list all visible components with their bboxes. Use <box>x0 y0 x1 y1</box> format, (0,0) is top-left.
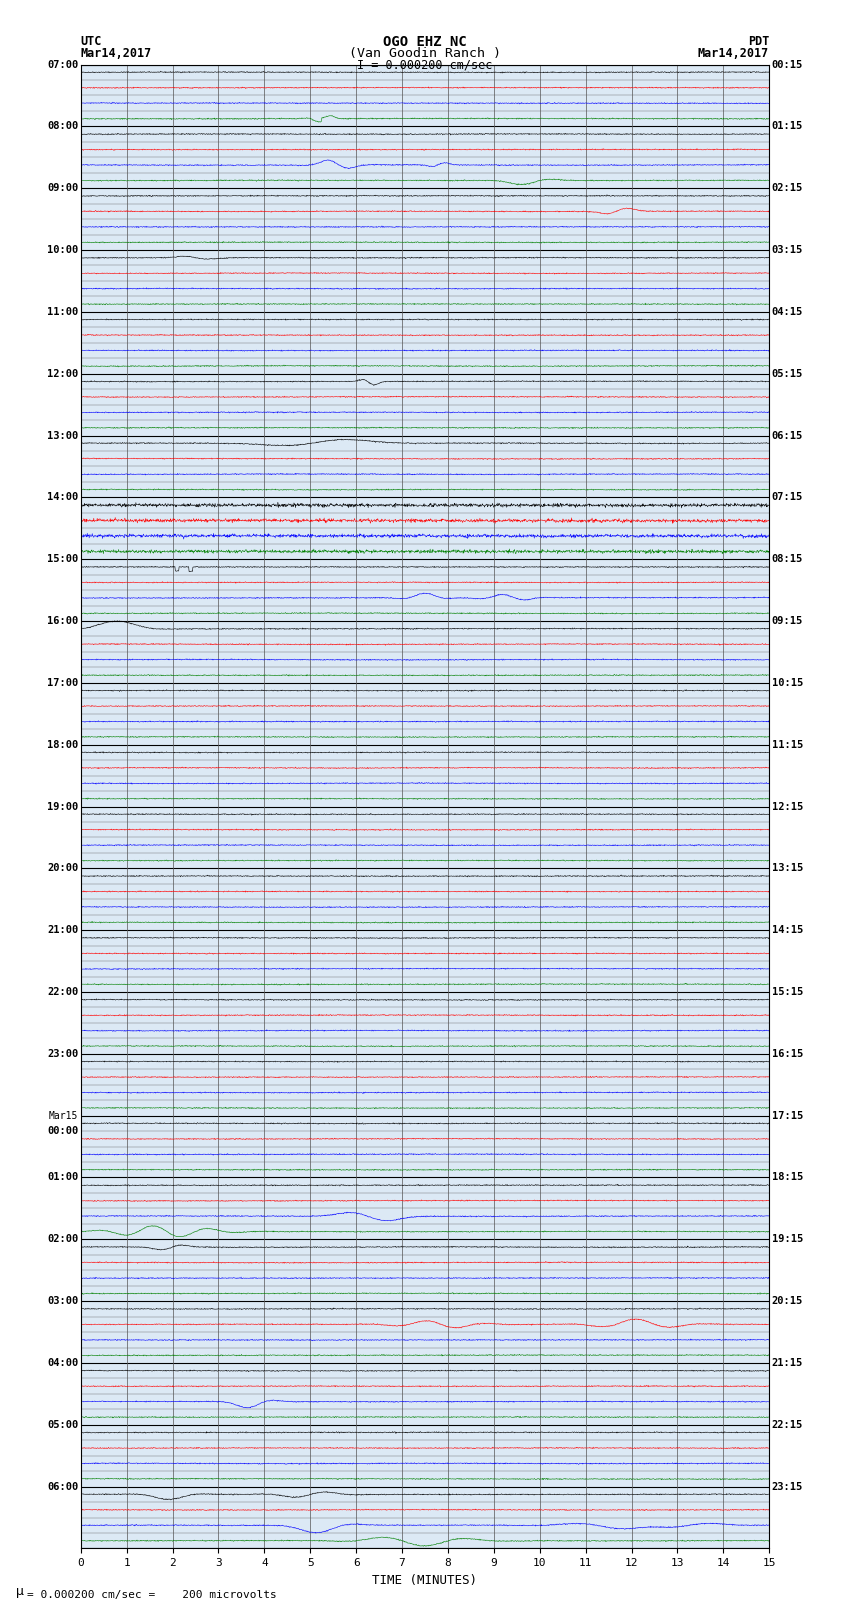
Text: 04:00: 04:00 <box>47 1358 78 1368</box>
Text: 07:00: 07:00 <box>47 60 78 69</box>
Text: I = 0.000200 cm/sec: I = 0.000200 cm/sec <box>357 58 493 71</box>
Text: 20:00: 20:00 <box>47 863 78 873</box>
Text: $\mathsf{\mu}$: $\mathsf{\mu}$ <box>15 1586 25 1600</box>
Text: 06:00: 06:00 <box>47 1482 78 1492</box>
Text: 12:15: 12:15 <box>772 802 803 811</box>
Text: 00:15: 00:15 <box>772 60 803 69</box>
Text: 18:15: 18:15 <box>772 1173 803 1182</box>
Text: Mar15: Mar15 <box>48 1111 78 1121</box>
Text: 17:15: 17:15 <box>772 1111 803 1121</box>
Text: = 0.000200 cm/sec =    200 microvolts: = 0.000200 cm/sec = 200 microvolts <box>27 1590 277 1600</box>
Text: 02:00: 02:00 <box>47 1234 78 1244</box>
Text: 02:15: 02:15 <box>772 184 803 194</box>
Text: OGO EHZ NC: OGO EHZ NC <box>383 35 467 50</box>
Text: UTC: UTC <box>81 35 102 48</box>
Text: Mar14,2017: Mar14,2017 <box>81 47 152 60</box>
Text: 10:15: 10:15 <box>772 677 803 687</box>
Text: 00:00: 00:00 <box>47 1126 78 1136</box>
Text: 06:15: 06:15 <box>772 431 803 440</box>
Text: 01:00: 01:00 <box>47 1173 78 1182</box>
Text: 11:15: 11:15 <box>772 740 803 750</box>
Text: 15:15: 15:15 <box>772 987 803 997</box>
Text: 15:00: 15:00 <box>47 555 78 565</box>
Text: (Van Goodin Ranch ): (Van Goodin Ranch ) <box>349 47 501 60</box>
Text: 22:00: 22:00 <box>47 987 78 997</box>
Text: 19:15: 19:15 <box>772 1234 803 1244</box>
Text: 07:15: 07:15 <box>772 492 803 502</box>
Text: 21:00: 21:00 <box>47 926 78 936</box>
Text: 05:00: 05:00 <box>47 1419 78 1429</box>
Text: 16:00: 16:00 <box>47 616 78 626</box>
Text: 05:15: 05:15 <box>772 369 803 379</box>
Text: 14:15: 14:15 <box>772 926 803 936</box>
Text: 11:00: 11:00 <box>47 306 78 316</box>
Text: 09:15: 09:15 <box>772 616 803 626</box>
Text: 03:00: 03:00 <box>47 1297 78 1307</box>
Text: 16:15: 16:15 <box>772 1048 803 1058</box>
Text: 23:15: 23:15 <box>772 1482 803 1492</box>
Text: 09:00: 09:00 <box>47 184 78 194</box>
Text: 08:15: 08:15 <box>772 555 803 565</box>
Text: 03:15: 03:15 <box>772 245 803 255</box>
Text: 08:00: 08:00 <box>47 121 78 131</box>
Text: 01:15: 01:15 <box>772 121 803 131</box>
Text: 12:00: 12:00 <box>47 369 78 379</box>
Text: 23:00: 23:00 <box>47 1048 78 1058</box>
Text: 18:00: 18:00 <box>47 740 78 750</box>
Text: 22:15: 22:15 <box>772 1419 803 1429</box>
Text: 14:00: 14:00 <box>47 492 78 502</box>
Text: Mar14,2017: Mar14,2017 <box>698 47 769 60</box>
X-axis label: TIME (MINUTES): TIME (MINUTES) <box>372 1574 478 1587</box>
Text: 10:00: 10:00 <box>47 245 78 255</box>
Text: 19:00: 19:00 <box>47 802 78 811</box>
Text: 13:00: 13:00 <box>47 431 78 440</box>
Text: 20:15: 20:15 <box>772 1297 803 1307</box>
Text: 21:15: 21:15 <box>772 1358 803 1368</box>
Text: 13:15: 13:15 <box>772 863 803 873</box>
Text: 17:00: 17:00 <box>47 677 78 687</box>
Text: 04:15: 04:15 <box>772 306 803 316</box>
Text: PDT: PDT <box>748 35 769 48</box>
